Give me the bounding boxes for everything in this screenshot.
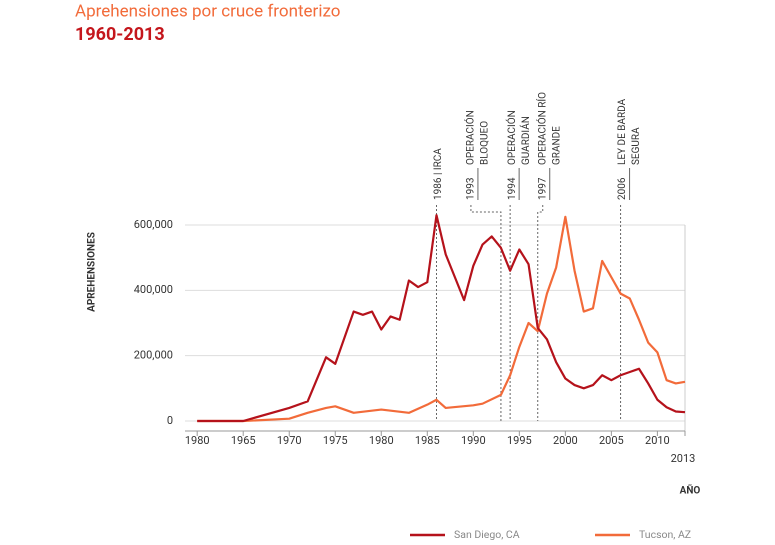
annotation-note: BLOQUEO — [480, 121, 491, 165]
annotation-year: 1993 — [466, 178, 477, 200]
x-tick-label: 2010 — [645, 434, 670, 447]
legend-label: Tucson, AZ — [639, 528, 691, 541]
annotation-note: OPERACIÓN — [464, 110, 477, 165]
series-line — [197, 215, 686, 423]
y-axis-label: APREHENSIONES — [87, 232, 98, 312]
annotation-year: 1986 | IRCA — [433, 148, 444, 200]
annotation-year: 2006 — [617, 177, 628, 200]
annotation-note: SEGURA — [631, 127, 642, 165]
x-tick-label: 2005 — [599, 434, 624, 447]
annotation-leader — [537, 205, 544, 421]
y-tick-label: 400,000 — [134, 283, 173, 296]
chart-title: Aprehensiones por cruce fronterizo — [75, 1, 340, 21]
series-line — [197, 214, 686, 423]
x-axis-label: AÑO — [680, 484, 701, 497]
annotation-leader — [470, 205, 502, 421]
annotation-note: LEY DE BARDA — [617, 98, 628, 165]
x-tick-label: 1985 — [415, 434, 440, 447]
x-tick-label: 1975 — [323, 434, 348, 447]
annotation-note: OPERACIÓN RÍO — [535, 92, 548, 165]
annotation-year: 1994 — [507, 177, 518, 200]
x-tick-label: 1995 — [507, 434, 532, 447]
annotation-note: GUARDIÁN — [519, 116, 532, 165]
annotation-year: 1997 — [537, 177, 548, 200]
y-tick-label: 600,000 — [134, 218, 173, 231]
annotation-note: GRANDE — [551, 126, 562, 165]
y-tick-label: 200,000 — [134, 349, 173, 362]
x-tick-label: 1980 — [185, 434, 210, 447]
y-tick-label: 0 — [167, 414, 173, 427]
x-tick-label: 1990 — [461, 434, 486, 447]
x-tick-label: 2013 — [671, 452, 696, 465]
x-tick-label: 1980 — [369, 434, 394, 447]
chart-subtitle: 1960-2013 — [75, 24, 165, 45]
x-tick-label: 1970 — [277, 434, 302, 447]
x-tick-label: 2000 — [553, 434, 578, 447]
annotation-note: OPERACIÓN — [505, 110, 518, 165]
x-tick-label: 1965 — [231, 434, 256, 447]
legend-label: San Diego, CA — [454, 528, 520, 541]
